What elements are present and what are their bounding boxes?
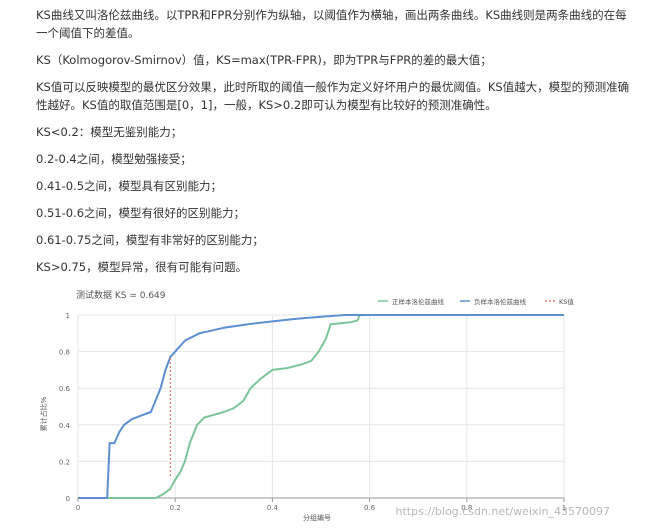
- chart-series: [78, 314, 564, 499]
- x-tick-label: 0: [76, 504, 80, 512]
- ks-chart-figure: 测试数据 KS = 0.649 累计占比% 分组编号 正样本洛伦兹曲线 负样本洛伦…: [39, 286, 620, 525]
- paragraph-range-1: KS<0.2：模型无鉴别能力；: [36, 125, 183, 139]
- y-tick-label: 1: [66, 312, 70, 320]
- ks-chart: 测试数据 KS = 0.649 累计占比% 分组编号 正样本洛伦兹曲线 负样本洛伦…: [39, 289, 610, 522]
- x-tick-label: 0.4: [267, 504, 279, 512]
- x-tick-label: 0.6: [364, 504, 376, 512]
- x-axis-label: 分组编号: [303, 513, 331, 522]
- series-line-1: [78, 314, 564, 499]
- legend-label-1: 正样本洛伦兹曲线: [392, 297, 445, 306]
- y-tick-label: 0.2: [59, 458, 70, 466]
- paragraph-range-5: 0.61-0.75之间，模型有非常好的区别能力；: [36, 233, 264, 247]
- paragraph-range-4: 0.51-0.6之间，模型有很好的区别能力；: [36, 206, 246, 220]
- article-body: KS曲线又叫洛伦兹曲线。以TPR和FPR分别作为纵轴，以阈值作为横轴，画出两条曲…: [36, 6, 636, 285]
- y-tick-label: 0.4: [59, 422, 71, 430]
- y-tick-label: 0.6: [59, 385, 71, 393]
- paragraph-range-6: KS>0.75，模型异常，很有可能有问题。: [36, 260, 248, 274]
- paragraph-range-3: 0.41-0.5之间，模型具有区别能力；: [36, 179, 223, 193]
- y-tick-label: 0.8: [59, 349, 70, 357]
- legend-label-3: KS值: [559, 297, 574, 306]
- series-line-2: [78, 314, 564, 499]
- watermark-text: https://blog.csdn.net/weixin_43570097: [395, 505, 610, 518]
- y-axis-label: 累计占比%: [40, 396, 48, 431]
- paragraph-ks-formula: KS（Kolmogorov-Smirnov）值，KS=max(TPR-FPR)，…: [36, 53, 492, 67]
- paragraph-range-2: 0.2-0.4之间，模型勉强接受；: [36, 152, 192, 166]
- chart-title: 测试数据 KS = 0.649: [76, 289, 166, 301]
- chart-grid: [77, 314, 565, 499]
- x-tick-label: 1: [562, 504, 566, 512]
- paragraph-ks-meaning: KS值可以反映模型的最优区分效果，此时所取的阈值一般作为定义好坏用户的最优阈值。…: [36, 80, 630, 112]
- y-tick-label: 0: [66, 495, 70, 503]
- legend-label-2: 负样本洛伦兹曲线: [474, 297, 527, 306]
- chart-ticks: 0 0.2 0.4 0.6 0.8 1 0 0.2 0.4 0.6 0.8 1: [59, 312, 566, 512]
- x-tick-label: 0.2: [170, 504, 181, 512]
- x-tick-label: 0.8: [461, 504, 472, 512]
- chart-legend: 正样本洛伦兹曲线 负样本洛伦兹曲线 KS值: [378, 297, 574, 306]
- paragraph-ks-definition: KS曲线又叫洛伦兹曲线。以TPR和FPR分别作为纵轴，以阈值作为横轴，画出两条曲…: [36, 8, 627, 40]
